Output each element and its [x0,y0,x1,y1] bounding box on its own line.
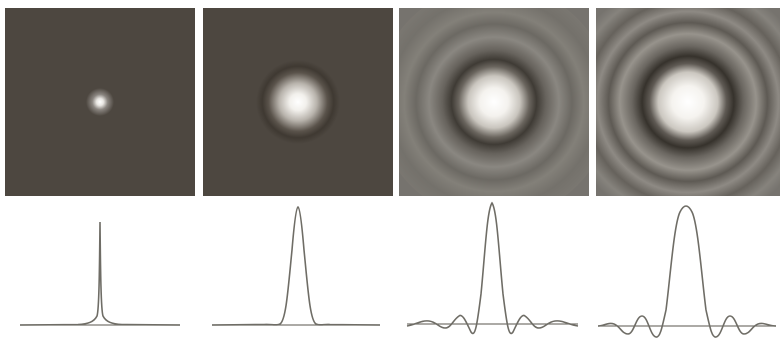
panel-1-bright-spot [86,88,114,116]
profile-plot-2 [210,200,382,340]
profile-plot-1 [18,212,182,340]
profile-plot-4 [596,200,778,340]
profile-plot-1-svg [19,221,181,326]
profile-2-curve [211,206,381,326]
profile-4-curve [597,205,777,338]
profile-plot-2-svg [211,206,381,326]
image-panel-4 [596,8,780,196]
image-panel-2 [203,8,393,196]
profile-plot-3 [405,198,580,340]
panel-4-ring-pattern [596,8,780,196]
image-panel-1 [5,8,195,196]
profile-1-curve [19,221,181,326]
profile-plot-4-svg [597,205,777,338]
image-panel-3 [399,8,589,196]
image-panel-4-svg [596,8,780,196]
profile-plot-3-svg [406,201,579,335]
image-panel-3-svg [399,8,589,196]
profile-3-curve [406,201,579,335]
panel-3-ring-pattern [399,8,589,196]
image-panel-1-svg [5,8,195,196]
panel-2-bright-spot [256,60,340,144]
image-panel-2-svg [203,8,393,196]
